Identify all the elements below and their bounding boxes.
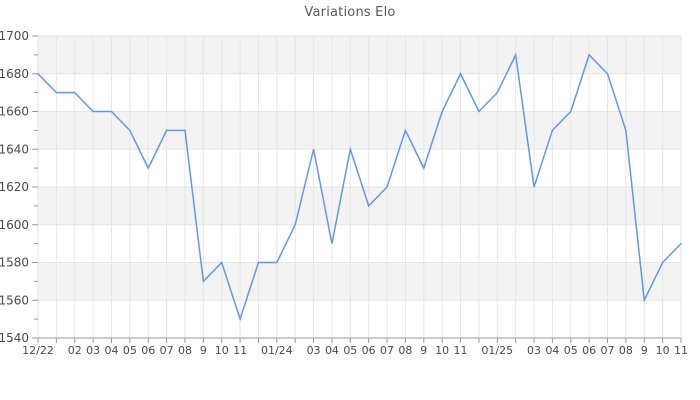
x-axis-label: 02 bbox=[68, 344, 82, 357]
plot-band bbox=[38, 111, 681, 150]
x-axis-label: 07 bbox=[380, 344, 394, 357]
plot-band bbox=[38, 149, 681, 187]
chart-title: Variations Elo bbox=[304, 5, 396, 20]
x-axis-label: 06 bbox=[141, 344, 155, 357]
plot-band bbox=[38, 224, 681, 263]
x-axis-label: 11 bbox=[454, 344, 468, 357]
y-axis-label: 1560 bbox=[0, 293, 29, 307]
x-axis-label: 05 bbox=[343, 344, 357, 357]
x-axis-label: 03 bbox=[307, 344, 321, 357]
y-axis-label: 1540 bbox=[0, 331, 29, 345]
x-axis-label: 04 bbox=[104, 344, 118, 357]
x-axis-label: 9 bbox=[641, 344, 648, 357]
x-axis-label: 11 bbox=[674, 344, 688, 357]
x-axis-label: 10 bbox=[435, 344, 449, 357]
x-axis-label: 08 bbox=[178, 344, 192, 357]
x-axis-label: 03 bbox=[527, 344, 541, 357]
x-axis-label: 08 bbox=[619, 344, 633, 357]
x-axis-label: 04 bbox=[325, 344, 339, 357]
x-axis-label: 05 bbox=[123, 344, 137, 357]
y-axis-label: 1640 bbox=[0, 142, 29, 156]
x-axis-label: 10 bbox=[656, 344, 670, 357]
x-axis-label: 06 bbox=[582, 344, 596, 357]
x-axis-label: 04 bbox=[545, 344, 559, 357]
x-axis-label: 08 bbox=[398, 344, 412, 357]
plot-band bbox=[38, 187, 681, 225]
x-axis-label: 10 bbox=[215, 344, 229, 357]
x-axis-label: 06 bbox=[362, 344, 376, 357]
elo-series-line bbox=[37, 52, 682, 322]
y-axis-label: 1700 bbox=[0, 29, 29, 43]
x-axis-label: 07 bbox=[601, 344, 615, 357]
x-axis-label: 07 bbox=[160, 344, 174, 357]
x-axis-label: 01/25 bbox=[481, 344, 513, 357]
plot-band bbox=[38, 36, 681, 74]
plot-band bbox=[38, 300, 681, 338]
y-axis-label: 1660 bbox=[0, 105, 29, 119]
y-axis-label: 1600 bbox=[0, 218, 29, 232]
x-axis-label: 01/24 bbox=[261, 344, 293, 357]
x-axis-label: 9 bbox=[200, 344, 207, 357]
plot-band bbox=[38, 262, 681, 301]
x-axis-label: 12/22 bbox=[22, 344, 54, 357]
x-axis-label: 11 bbox=[233, 344, 247, 357]
x-axis-label: 03 bbox=[86, 344, 100, 357]
y-axis-label: 1680 bbox=[0, 67, 29, 81]
y-axis-label: 1580 bbox=[0, 256, 29, 270]
y-axis-label: 1620 bbox=[0, 180, 29, 194]
x-axis-label: 05 bbox=[564, 344, 578, 357]
x-axis-label: 9 bbox=[420, 344, 427, 357]
plot-band bbox=[38, 73, 681, 112]
